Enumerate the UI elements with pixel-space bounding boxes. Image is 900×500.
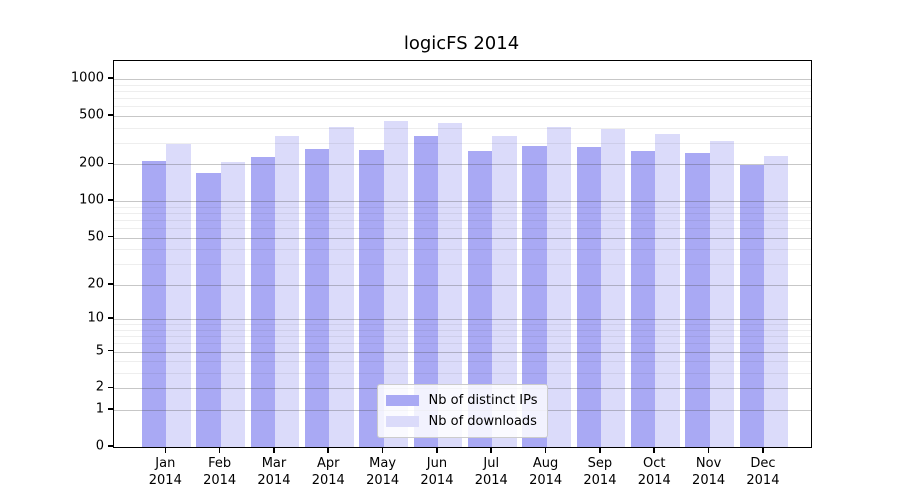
bar-jan-downloads xyxy=(166,144,191,447)
y-tick-mark-1 xyxy=(108,408,113,410)
y-tick-label-2: 2 xyxy=(95,379,104,395)
chart-title: logicFS 2014 xyxy=(403,33,520,54)
x-tick-label-oct: Oct 2014 xyxy=(637,456,671,488)
bar-feb-downloads xyxy=(220,161,246,447)
x-tick-mark-dec xyxy=(762,448,764,453)
minor-gridline-60 xyxy=(114,227,811,229)
y-tick-mark-1000 xyxy=(108,77,113,79)
x-tick-mark-jul xyxy=(490,448,493,453)
x-tick-mark-jun xyxy=(436,448,438,453)
minor-gridline-70 xyxy=(114,219,811,221)
minor-gridline-800 xyxy=(114,90,811,92)
minor-gridline-400 xyxy=(114,127,811,129)
y-tick-label-1000: 1000 xyxy=(70,70,104,86)
major-gridline-5 xyxy=(114,351,811,353)
bar-oct-distinct-ips xyxy=(630,151,656,447)
minor-gridline-900 xyxy=(114,84,811,86)
x-tick-mark-jan xyxy=(164,448,167,453)
x-tick-label-feb: Feb 2014 xyxy=(203,456,237,488)
bar-sep-distinct-ips xyxy=(576,146,601,447)
bar-apr-distinct-ips xyxy=(304,148,330,447)
y-tick-label-0: 0 xyxy=(95,438,104,454)
x-tick-label-dec: Dec 2014 xyxy=(746,456,780,488)
y-tick-label-200: 200 xyxy=(79,155,104,171)
major-gridline-200 xyxy=(114,164,811,166)
x-tick-mark-nov xyxy=(707,448,710,453)
y-tick-label-10: 10 xyxy=(87,310,104,326)
minor-gridline-80 xyxy=(114,212,811,214)
y-tick-label-20: 20 xyxy=(87,276,104,292)
legend-item-distinct-ips: Nb of distinct IPs xyxy=(385,390,538,411)
bar-aug-downloads xyxy=(546,126,571,447)
x-tick-label-may: May 2014 xyxy=(366,456,400,488)
bar-mar-downloads xyxy=(274,136,300,447)
x-tick-label-apr: Apr 2014 xyxy=(311,456,345,488)
y-tick-mark-10 xyxy=(108,317,113,320)
y-tick-label-500: 500 xyxy=(79,107,104,123)
x-tick-mark-aug xyxy=(544,448,547,453)
bar-jan-distinct-ips xyxy=(141,161,167,447)
bar-dec-downloads xyxy=(763,155,789,447)
minor-gridline-9 xyxy=(114,324,811,326)
bar-nov-downloads xyxy=(709,140,734,447)
x-tick-label-nov: Nov 2014 xyxy=(692,456,726,488)
y-tick-label-5: 5 xyxy=(95,343,104,359)
legend-label: Nb of downloads xyxy=(428,414,537,429)
minor-gridline-300 xyxy=(114,142,811,144)
y-tick-mark-500 xyxy=(108,113,113,116)
major-gridline-50 xyxy=(114,237,811,239)
x-tick-mark-mar xyxy=(273,448,275,453)
x-tick-mark-apr xyxy=(327,448,330,453)
minor-gridline-700 xyxy=(114,97,811,99)
x-tick-label-jan: Jan 2014 xyxy=(148,456,182,488)
major-gridline-20 xyxy=(114,284,811,286)
legend: Nb of distinct IPs Nb of downloads xyxy=(376,384,549,438)
plot-area: Nb of distinct IPs Nb of downloads xyxy=(113,60,812,448)
y-tick-mark-200 xyxy=(108,162,113,165)
legend-item-downloads: Nb of downloads xyxy=(385,411,538,432)
y-tick-mark-0 xyxy=(108,445,113,447)
minor-gridline-6 xyxy=(114,343,811,345)
minor-gridline-7 xyxy=(114,336,811,338)
legend-swatch-distinct-ips xyxy=(385,395,419,406)
bar-mar-distinct-ips xyxy=(250,156,275,447)
y-tick-label-100: 100 xyxy=(79,192,104,208)
x-tick-label-jul: Jul 2014 xyxy=(474,456,508,488)
y-tick-label-1: 1 xyxy=(95,401,104,417)
y-tick-mark-20 xyxy=(108,282,113,285)
bar-oct-downloads xyxy=(655,134,680,447)
bar-nov-distinct-ips xyxy=(685,152,710,447)
minor-gridline-90 xyxy=(114,206,811,208)
x-tick-mark-feb xyxy=(218,448,221,453)
y-tick-mark-5 xyxy=(108,349,113,352)
legend-label: Nb of distinct IPs xyxy=(428,393,538,408)
major-gridline-500 xyxy=(114,115,811,117)
x-tick-label-jun: Jun 2014 xyxy=(420,456,454,488)
minor-gridline-4 xyxy=(114,361,811,363)
minor-gridline-3 xyxy=(114,373,811,375)
major-gridline-100 xyxy=(114,201,811,203)
minor-gridline-40 xyxy=(114,249,811,251)
x-tick-label-sep: Sep 2014 xyxy=(583,456,617,488)
x-tick-mark-oct xyxy=(653,448,656,453)
bar-apr-downloads xyxy=(329,126,354,447)
y-tick-mark-2 xyxy=(108,386,113,389)
x-tick-mark-may xyxy=(381,448,384,453)
y-tick-label-50: 50 xyxy=(87,229,104,245)
bar-sep-downloads xyxy=(600,129,626,447)
minor-gridline-8 xyxy=(114,329,811,331)
x-tick-label-aug: Aug 2014 xyxy=(529,456,563,488)
x-tick-label-mar: Mar 2014 xyxy=(257,456,291,488)
minor-gridline-600 xyxy=(114,106,811,108)
minor-gridline-30 xyxy=(114,264,811,266)
y-tick-mark-50 xyxy=(108,235,113,238)
x-tick-mark-sep xyxy=(599,448,601,453)
major-gridline-10 xyxy=(114,319,811,321)
legend-swatch-downloads xyxy=(385,416,419,427)
bar-dec-distinct-ips xyxy=(739,165,764,447)
y-tick-mark-100 xyxy=(108,199,113,201)
bar-feb-distinct-ips xyxy=(196,172,221,447)
major-gridline-1000 xyxy=(114,78,811,80)
